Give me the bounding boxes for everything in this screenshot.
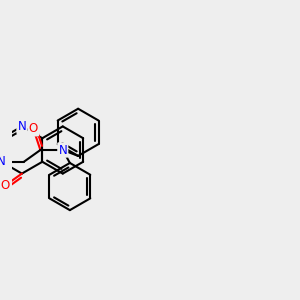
Text: N: N <box>58 143 67 157</box>
Text: N: N <box>17 120 26 133</box>
Text: O: O <box>1 179 10 192</box>
Text: O: O <box>29 122 38 135</box>
Text: N: N <box>0 155 6 168</box>
